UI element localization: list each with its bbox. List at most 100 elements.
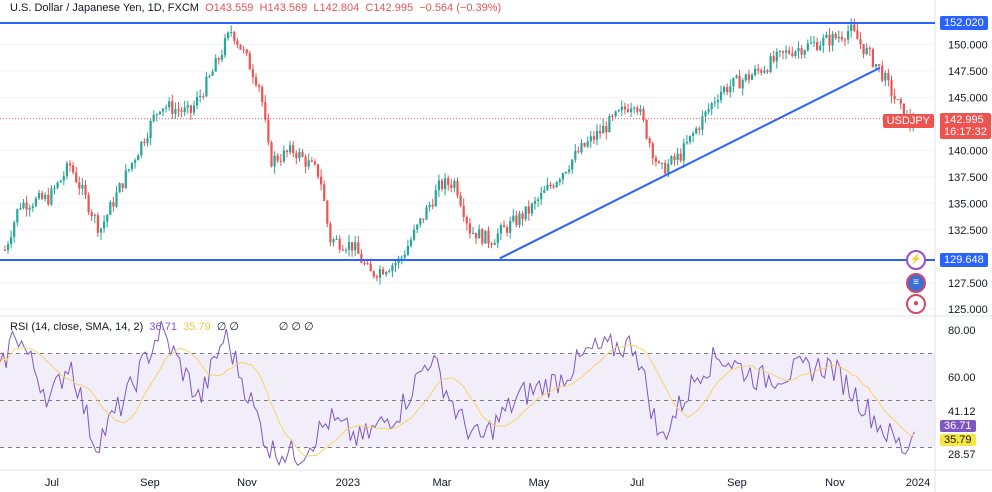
candle-body	[192, 105, 196, 113]
candle-body	[530, 203, 533, 214]
candle-body	[865, 47, 868, 54]
candle-body	[161, 108, 165, 112]
candle-body	[273, 155, 276, 167]
record-icon[interactable]: ●	[906, 294, 926, 314]
candle-body	[152, 114, 155, 121]
candle-body	[502, 225, 506, 228]
candle-body	[354, 242, 357, 251]
lightning-icon[interactable]: ⚡	[906, 250, 926, 270]
candle-body	[840, 37, 843, 40]
candle-body	[812, 42, 816, 44]
candle-body	[140, 141, 143, 156]
rsi-empty-values-2: ∅ ∅ ∅	[278, 321, 314, 333]
rsi-upper-label: 41.12	[948, 406, 976, 418]
bar-countdown: 16:17:32	[944, 126, 987, 138]
us-flag-icon[interactable]: ≡	[906, 273, 926, 293]
candle-body	[763, 70, 766, 73]
candle-body	[623, 106, 626, 110]
candle-body	[199, 95, 202, 97]
candle-body	[738, 75, 741, 89]
candle-body	[834, 33, 837, 39]
candle-body	[292, 145, 295, 154]
candle-body	[499, 225, 502, 234]
candle-body	[186, 105, 189, 108]
candle-body	[806, 43, 809, 51]
candle-body	[335, 238, 338, 240]
candle-body	[630, 108, 633, 113]
rsi-tick: 60.00	[948, 372, 976, 384]
price-tick: 125.000	[948, 304, 988, 316]
candle-body	[75, 172, 78, 183]
candle-body	[146, 138, 149, 144]
candle-body	[778, 50, 781, 52]
candle-body	[670, 156, 673, 164]
candle-body	[351, 242, 354, 251]
candle-body	[847, 31, 850, 40]
candle-body	[856, 30, 859, 40]
candle-body	[282, 150, 285, 162]
candle-body	[816, 42, 819, 51]
symbol-title: U.S. Dollar / Japanese Yen, 1D, FXCM	[10, 2, 199, 14]
candle-body	[459, 195, 462, 206]
candle-body	[214, 58, 217, 72]
candle-body	[524, 206, 527, 220]
candle-body	[419, 218, 422, 225]
candle-body	[121, 183, 124, 188]
candle-body	[552, 186, 555, 188]
candle-body	[716, 100, 719, 103]
rsi-line	[0, 320, 915, 467]
candle-body	[137, 155, 140, 161]
candle-body	[258, 85, 261, 87]
candle-body	[611, 116, 614, 118]
candle-body	[682, 143, 685, 161]
candle-body	[171, 101, 174, 114]
candle-body	[626, 109, 630, 113]
candle-body	[388, 271, 391, 273]
candle-body	[320, 176, 323, 185]
time-tick: 2023	[336, 477, 360, 489]
candle-body	[564, 171, 568, 174]
candle-body	[313, 161, 316, 165]
time-tick: Sep	[727, 477, 747, 489]
candle-body	[713, 102, 716, 104]
candle-body	[230, 32, 233, 34]
candle-body	[344, 249, 347, 251]
candle-body	[310, 160, 313, 162]
last-price: 142.995	[944, 114, 984, 126]
candle-body	[326, 200, 329, 224]
candle-body	[245, 49, 248, 54]
candle-body	[236, 40, 239, 45]
candle-body	[825, 34, 828, 38]
price-tick: 145.000	[948, 92, 988, 104]
candle-body	[248, 53, 251, 70]
time-tick: Mar	[433, 477, 452, 489]
candle-body	[378, 269, 382, 278]
candle-body	[800, 48, 803, 55]
candle-body	[679, 153, 682, 161]
candle-body	[608, 116, 611, 133]
candle-body	[571, 159, 574, 170]
candle-body	[267, 119, 270, 143]
candle-body	[276, 155, 279, 161]
candle-body	[211, 71, 214, 76]
candle-body	[357, 242, 360, 254]
candle-body	[41, 192, 44, 199]
candle-body	[143, 141, 146, 144]
candle-body	[180, 110, 183, 113]
candle-body	[899, 99, 902, 104]
candle-body	[878, 64, 881, 66]
price-tick: 147.500	[948, 66, 988, 78]
candle-body	[828, 34, 831, 46]
candle-body	[701, 116, 704, 130]
candle-body	[220, 55, 223, 60]
candle-body	[298, 151, 301, 159]
candle-body	[270, 142, 273, 167]
candle-body	[31, 206, 34, 208]
rsi-sma-value: 35.79	[183, 321, 211, 333]
candle-body	[896, 99, 899, 101]
candle-body	[10, 236, 13, 245]
price-tick: 140.000	[948, 145, 988, 157]
candle-body	[902, 103, 905, 121]
candle-body	[874, 64, 878, 67]
